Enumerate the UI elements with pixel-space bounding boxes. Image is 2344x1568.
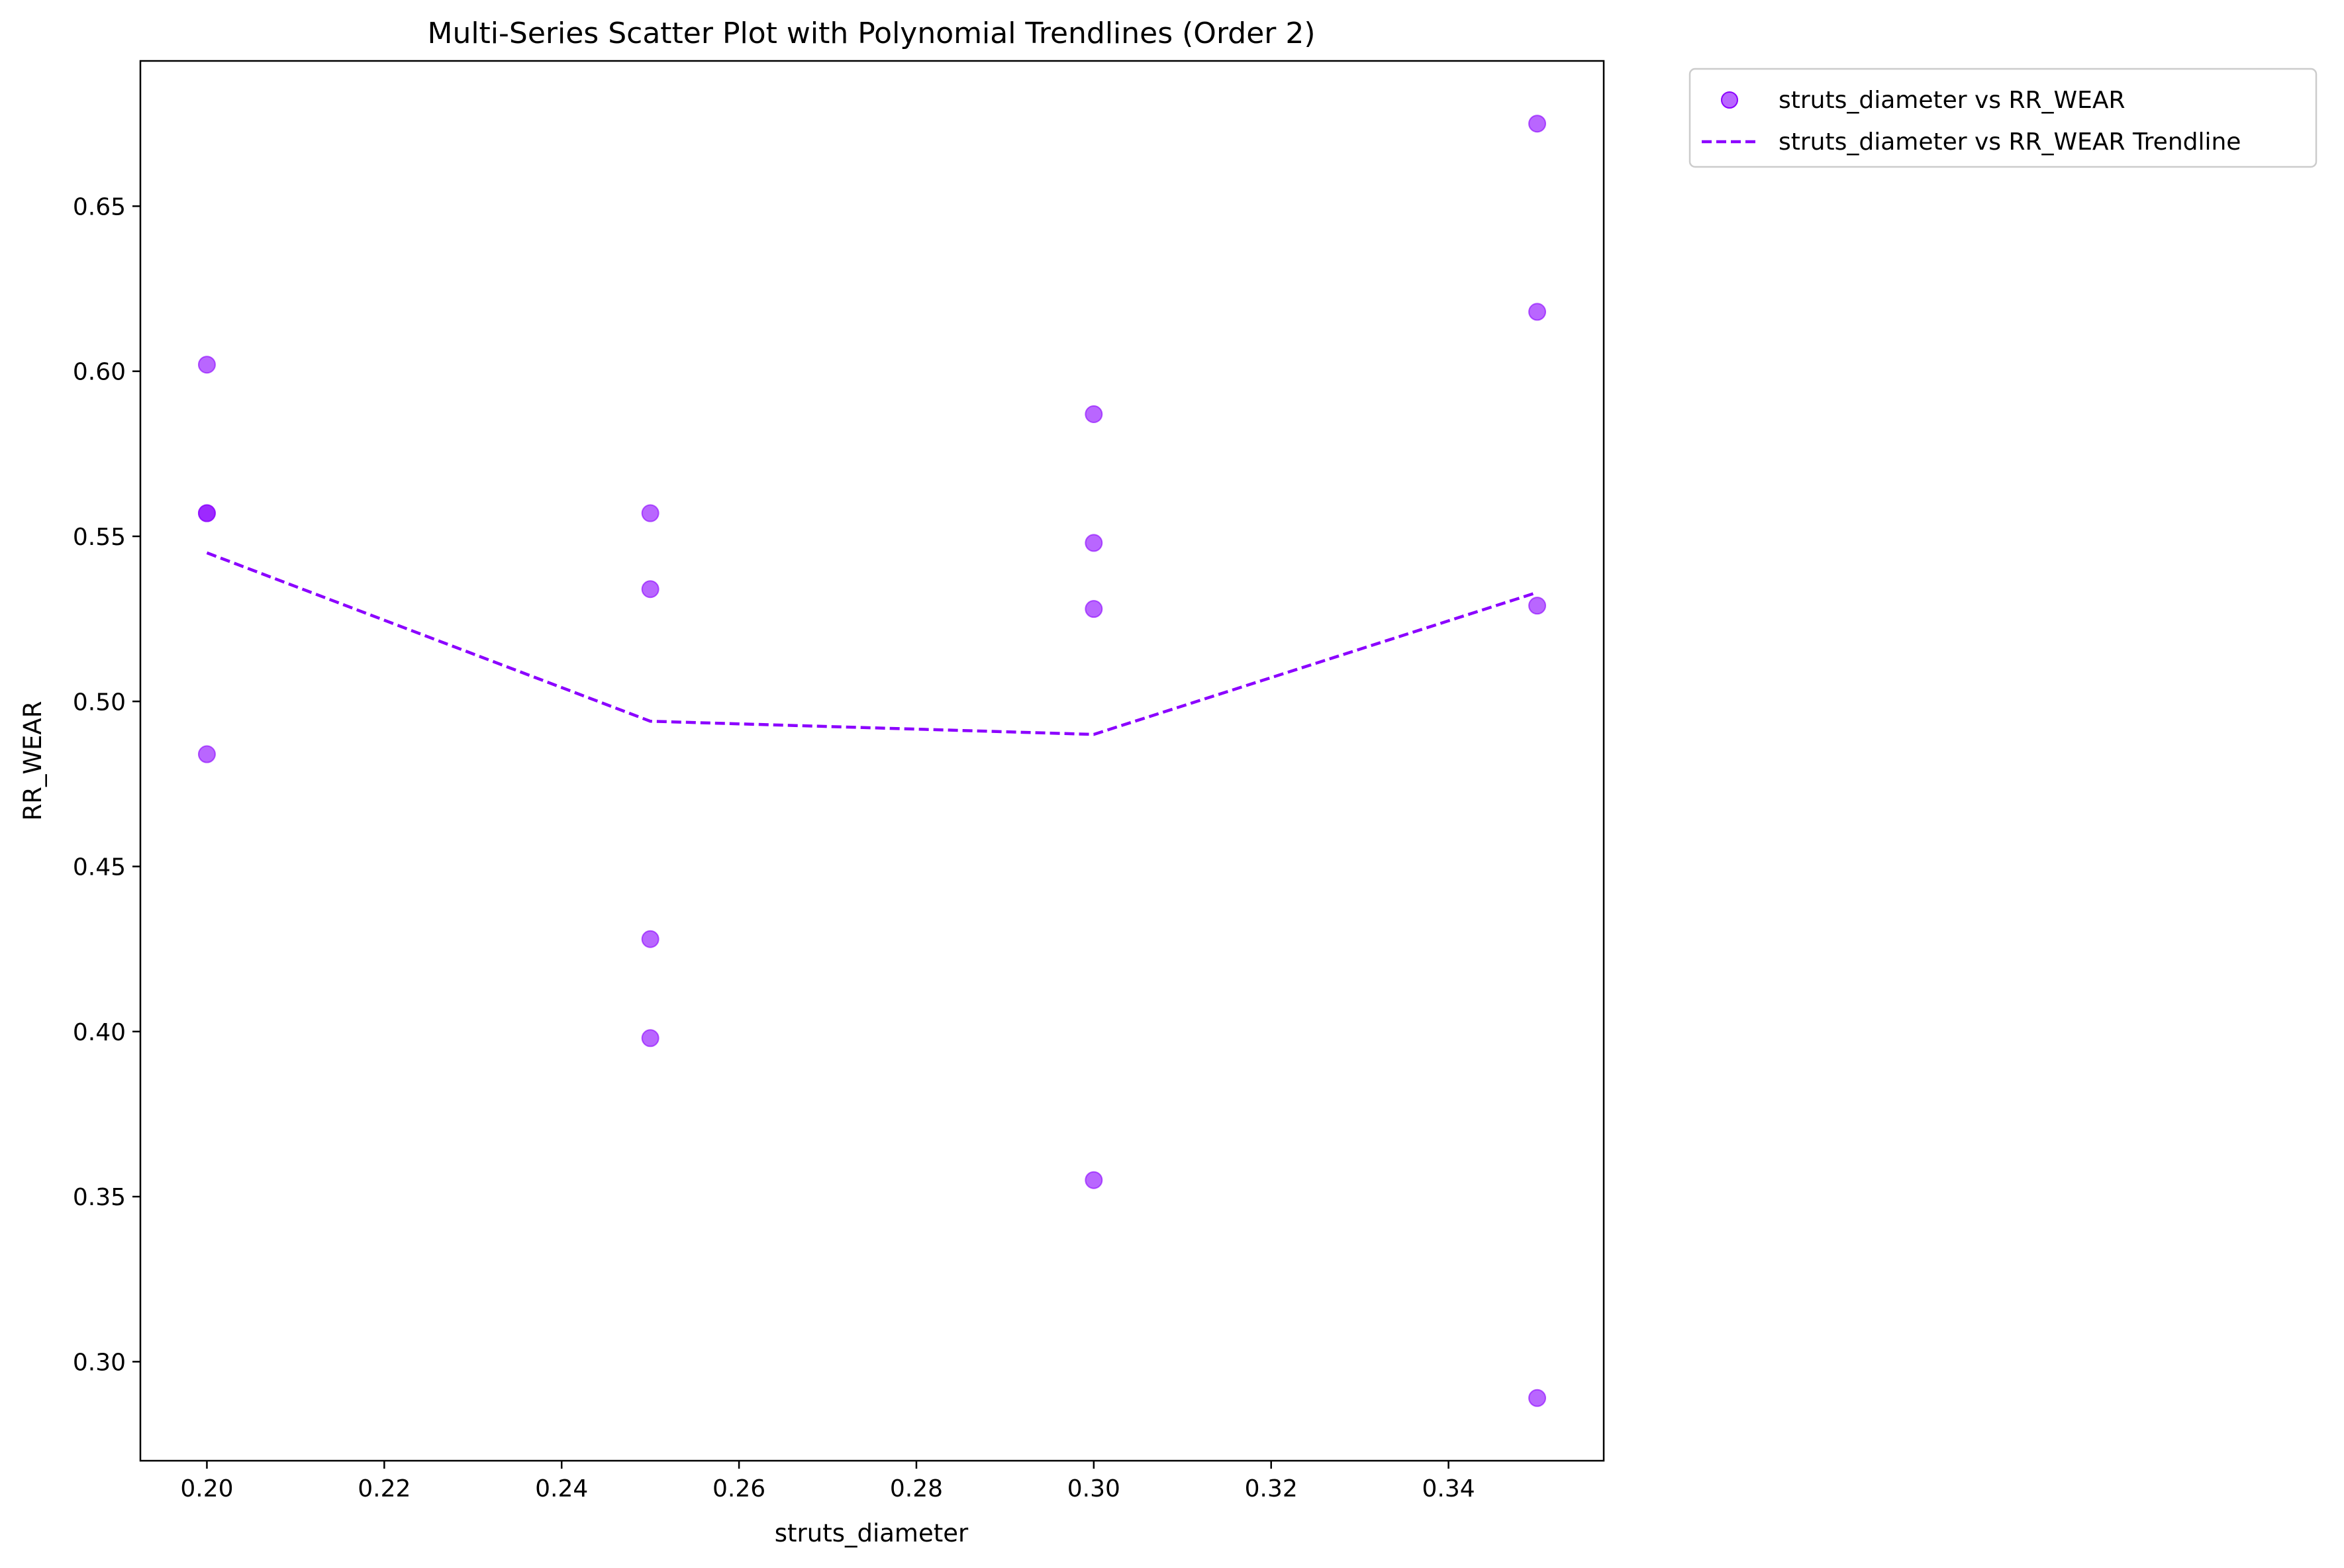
legend-label-scatter: struts_diameter vs RR_WEAR [1779,87,2125,114]
scatter-point [1085,405,1103,423]
x-tick-label: 0.22 [358,1475,411,1502]
scatter-point [1085,1171,1103,1189]
scatter-point [641,930,659,948]
scatter-point [641,504,659,522]
y-tick-label: 0.50 [73,689,126,716]
scatter-point [1528,1389,1547,1407]
x-axis: 0.20 0.22 0.24 0.26 0.28 0.30 0.32 0.34 [180,1461,1475,1502]
x-tick-label: 0.28 [890,1475,943,1502]
plot-area [139,60,1605,1462]
y-axis-title: RR_WEAR [19,701,47,821]
chart-title: Multi-Series Scatter Plot with Polynomia… [427,17,1315,50]
scatter-point [1085,534,1103,552]
trendline [206,551,1538,736]
x-tick-label: 0.24 [535,1475,588,1502]
legend: struts_diameter vs RR_WEAR struts_diamet… [1688,68,2318,168]
x-tick-label: 0.26 [712,1475,765,1502]
scatter-point [641,580,659,599]
scatter-point [1085,600,1103,618]
y-tick-label: 0.40 [73,1019,126,1046]
y-tick-label: 0.35 [73,1184,126,1211]
scatter-point [1528,115,1547,133]
legend-marker-scatter [1721,91,1738,109]
plot-frame [139,60,1605,1462]
x-tick-label: 0.20 [180,1475,233,1502]
scatter-point [641,1029,659,1048]
legend-frame [1688,68,2318,168]
x-tick-label: 0.30 [1067,1475,1120,1502]
scatter-point [197,356,216,374]
legend-label-trendline: struts_diameter vs RR_WEAR Trendline [1779,128,2241,156]
y-tick-label: 0.65 [73,193,126,220]
y-axis: 0.30 0.35 0.40 0.45 0.50 0.55 0.60 0.65 [73,193,140,1376]
scatter-point [197,504,216,522]
y-tick-label: 0.30 [73,1349,126,1376]
scatter-point [1528,597,1547,615]
x-tick-label: 0.32 [1245,1475,1298,1502]
y-tick-label: 0.60 [73,359,126,386]
chart-marks [197,115,1547,1407]
x-axis-title: struts_diameter [775,1519,969,1547]
scatter-point [197,745,216,763]
y-tick-label: 0.45 [73,854,126,881]
scatter-point [1528,303,1547,321]
x-tick-label: 0.34 [1422,1475,1475,1502]
y-tick-label: 0.55 [73,524,126,551]
